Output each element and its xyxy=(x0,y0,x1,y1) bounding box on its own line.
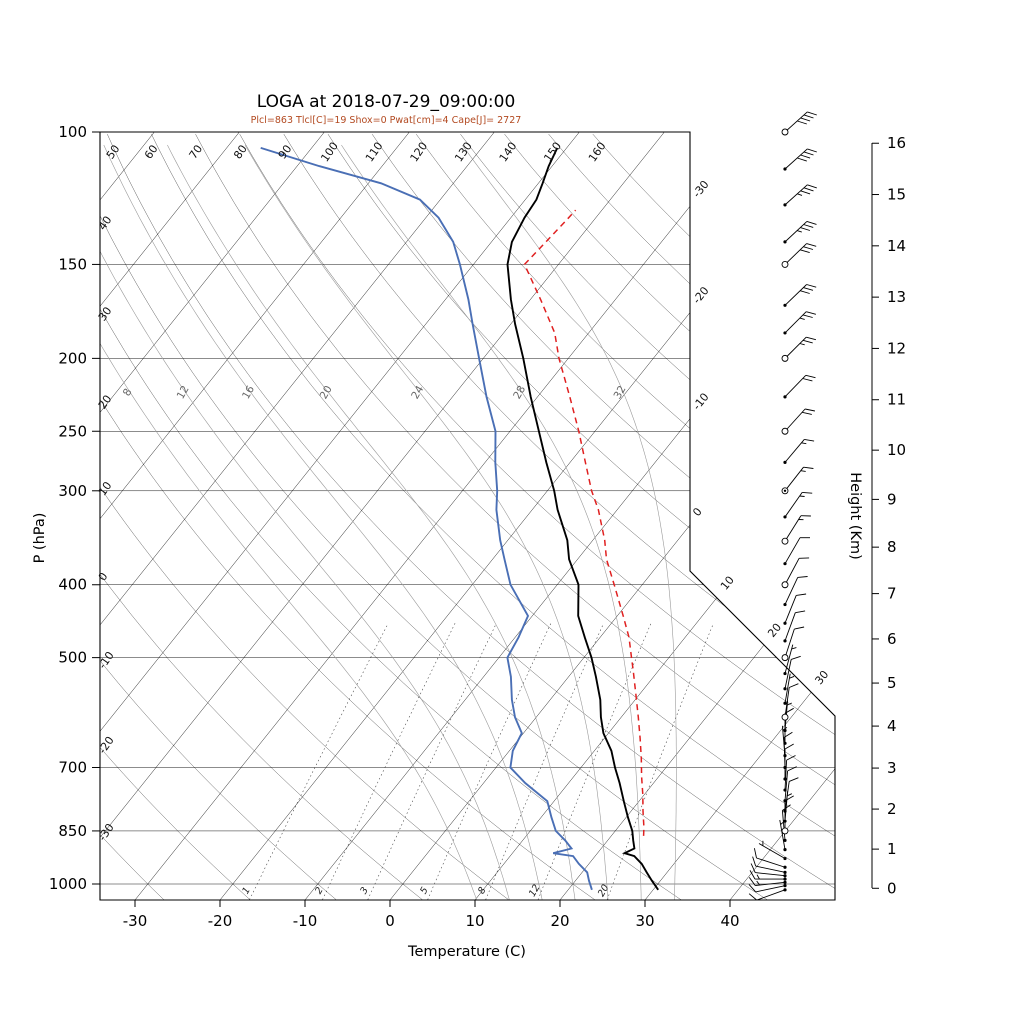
svg-text:2: 2 xyxy=(313,885,326,896)
mixing-ratio-lines xyxy=(249,623,714,900)
svg-text:0: 0 xyxy=(96,570,111,583)
svg-text:30: 30 xyxy=(96,305,115,324)
svg-text:100: 100 xyxy=(318,140,341,165)
svg-text:28: 28 xyxy=(511,384,528,402)
svg-text:2: 2 xyxy=(887,800,897,818)
svg-text:850: 850 xyxy=(58,822,87,840)
svg-text:0: 0 xyxy=(385,912,395,930)
svg-text:-30: -30 xyxy=(690,178,711,200)
svg-text:6: 6 xyxy=(887,630,897,648)
svg-text:5: 5 xyxy=(887,674,897,692)
svg-text:120: 120 xyxy=(408,140,431,165)
svg-text:20: 20 xyxy=(765,621,784,640)
svg-text:11: 11 xyxy=(887,391,906,409)
svg-text:24: 24 xyxy=(409,383,426,401)
svg-text:-20: -20 xyxy=(208,912,233,930)
svg-text:60: 60 xyxy=(142,143,161,162)
svg-text:140: 140 xyxy=(497,140,520,165)
svg-text:1: 1 xyxy=(887,840,897,858)
parcel-curve xyxy=(523,209,645,836)
svg-text:12: 12 xyxy=(175,384,192,402)
svg-text:8: 8 xyxy=(887,538,897,556)
svg-text:100: 100 xyxy=(58,123,87,141)
svg-text:3: 3 xyxy=(887,759,897,777)
svg-text:8: 8 xyxy=(476,885,489,896)
svg-text:10: 10 xyxy=(465,912,484,930)
svg-text:-30: -30 xyxy=(96,821,117,843)
svg-text:15: 15 xyxy=(887,186,906,204)
svg-text:12: 12 xyxy=(527,883,543,899)
svg-text:-30: -30 xyxy=(123,912,148,930)
svg-text:0: 0 xyxy=(887,879,897,897)
svg-text:160: 160 xyxy=(586,140,609,165)
svg-text:20: 20 xyxy=(550,912,569,930)
svg-text:30: 30 xyxy=(812,668,831,687)
svg-text:30: 30 xyxy=(635,912,654,930)
svg-text:16: 16 xyxy=(240,383,257,401)
svg-text:32: 32 xyxy=(612,384,629,402)
svg-text:110: 110 xyxy=(363,140,386,165)
x-axis-label: Temperature (C) xyxy=(407,944,526,960)
dewpoint-curve xyxy=(260,146,593,891)
svg-text:20: 20 xyxy=(596,883,612,899)
moist-adiabats xyxy=(100,144,677,900)
svg-text:1: 1 xyxy=(240,885,253,896)
y-axis-label: P (hPa) xyxy=(32,513,48,564)
wind-barbs xyxy=(748,111,817,901)
svg-text:4: 4 xyxy=(887,717,897,735)
svg-text:-10: -10 xyxy=(690,390,711,412)
svg-text:90: 90 xyxy=(276,143,295,162)
svg-text:8: 8 xyxy=(121,387,135,399)
temperature-curve xyxy=(506,147,659,891)
height-axis-label: Height (Km) xyxy=(847,472,863,560)
svg-text:500: 500 xyxy=(58,649,87,667)
svg-text:12: 12 xyxy=(887,339,906,357)
svg-text:1000: 1000 xyxy=(49,875,87,893)
svg-text:400: 400 xyxy=(58,576,87,594)
svg-text:300: 300 xyxy=(58,482,87,500)
svg-text:250: 250 xyxy=(58,422,87,440)
svg-text:150: 150 xyxy=(58,255,87,273)
svg-text:80: 80 xyxy=(231,143,250,162)
svg-text:70: 70 xyxy=(187,143,206,162)
svg-text:0: 0 xyxy=(690,505,705,519)
svg-text:-10: -10 xyxy=(293,912,318,930)
svg-text:200: 200 xyxy=(58,349,87,367)
svg-text:20: 20 xyxy=(318,384,335,402)
temperature-axis: -30 -20 -10 0 10 20 30 40 xyxy=(123,900,740,930)
svg-text:-20: -20 xyxy=(96,734,117,756)
sounding-indices-line: Plcl=863 Tlcl[C]=19 Shox=0 Pwat[cm]=4 Ca… xyxy=(251,115,522,126)
svg-text:14: 14 xyxy=(887,237,906,255)
svg-text:5: 5 xyxy=(418,885,431,896)
svg-text:10: 10 xyxy=(718,574,737,593)
svg-text:-20: -20 xyxy=(690,284,711,306)
svg-text:3: 3 xyxy=(358,885,371,896)
chart-title: LOGA at 2018-07-29_09:00:00 xyxy=(257,92,516,112)
pressure-gridlines xyxy=(100,264,835,885)
svg-text:16: 16 xyxy=(887,134,906,152)
svg-text:13: 13 xyxy=(887,288,906,306)
plot-border xyxy=(99,131,836,901)
svg-text:10: 10 xyxy=(96,479,115,498)
svg-text:150: 150 xyxy=(541,140,564,165)
pressure-axis: 100 150 200 250 300 400 500 700 850 1000 xyxy=(49,123,100,893)
svg-text:700: 700 xyxy=(58,759,87,777)
svg-text:7: 7 xyxy=(887,585,897,603)
svg-text:40: 40 xyxy=(96,214,115,233)
svg-text:50: 50 xyxy=(104,143,123,162)
svg-text:40: 40 xyxy=(720,912,739,930)
svg-text:10: 10 xyxy=(887,441,906,459)
svg-text:9: 9 xyxy=(887,490,897,508)
svg-text:20: 20 xyxy=(96,393,115,412)
svg-text:-10: -10 xyxy=(96,649,117,671)
